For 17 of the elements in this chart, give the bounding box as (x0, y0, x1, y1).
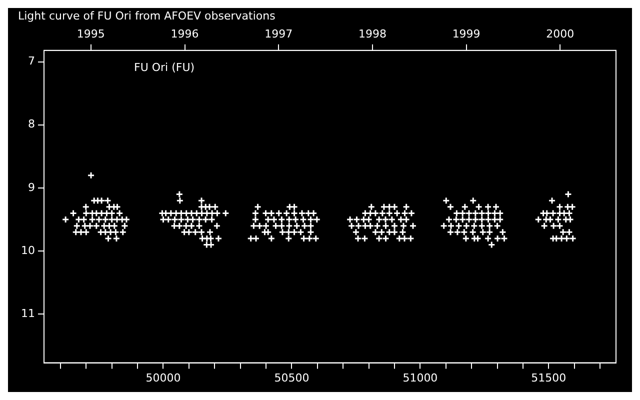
x-tick-label: 50000 (146, 371, 181, 384)
y-tick-label: 9 (28, 180, 35, 194)
x2-tick-label: 2000 (546, 28, 574, 41)
x2-tick-label: 1996 (170, 28, 199, 41)
y-tick-label: 10 (20, 244, 35, 257)
x-tick-label: 51500 (531, 371, 566, 384)
x2-tick-label: 1999 (452, 28, 480, 41)
y-tick-label: 8 (28, 118, 35, 131)
x2-tick-label: 1997 (264, 28, 293, 41)
chart-title: Light curve of FU Ori from AFOEV observations (18, 9, 276, 22)
y-tick-label: 7 (28, 54, 35, 68)
annotation: FU Ori (FU) (134, 60, 195, 74)
x-tick-label: 50500 (274, 371, 310, 384)
x2-tick-label: 1995 (76, 28, 105, 41)
x2-tick-label: 1998 (358, 28, 386, 41)
y-tick-label: 11 (20, 307, 35, 320)
x-tick-label: 51000 (402, 371, 438, 384)
